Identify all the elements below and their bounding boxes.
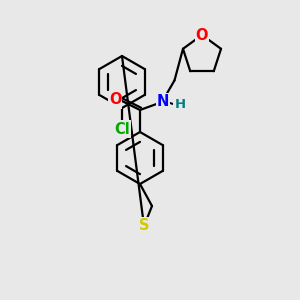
Text: H: H: [174, 98, 186, 112]
Text: S: S: [139, 218, 149, 233]
Text: O: O: [109, 92, 121, 107]
Text: O: O: [196, 28, 208, 43]
Text: N: N: [157, 94, 169, 110]
Text: Cl: Cl: [114, 122, 130, 136]
